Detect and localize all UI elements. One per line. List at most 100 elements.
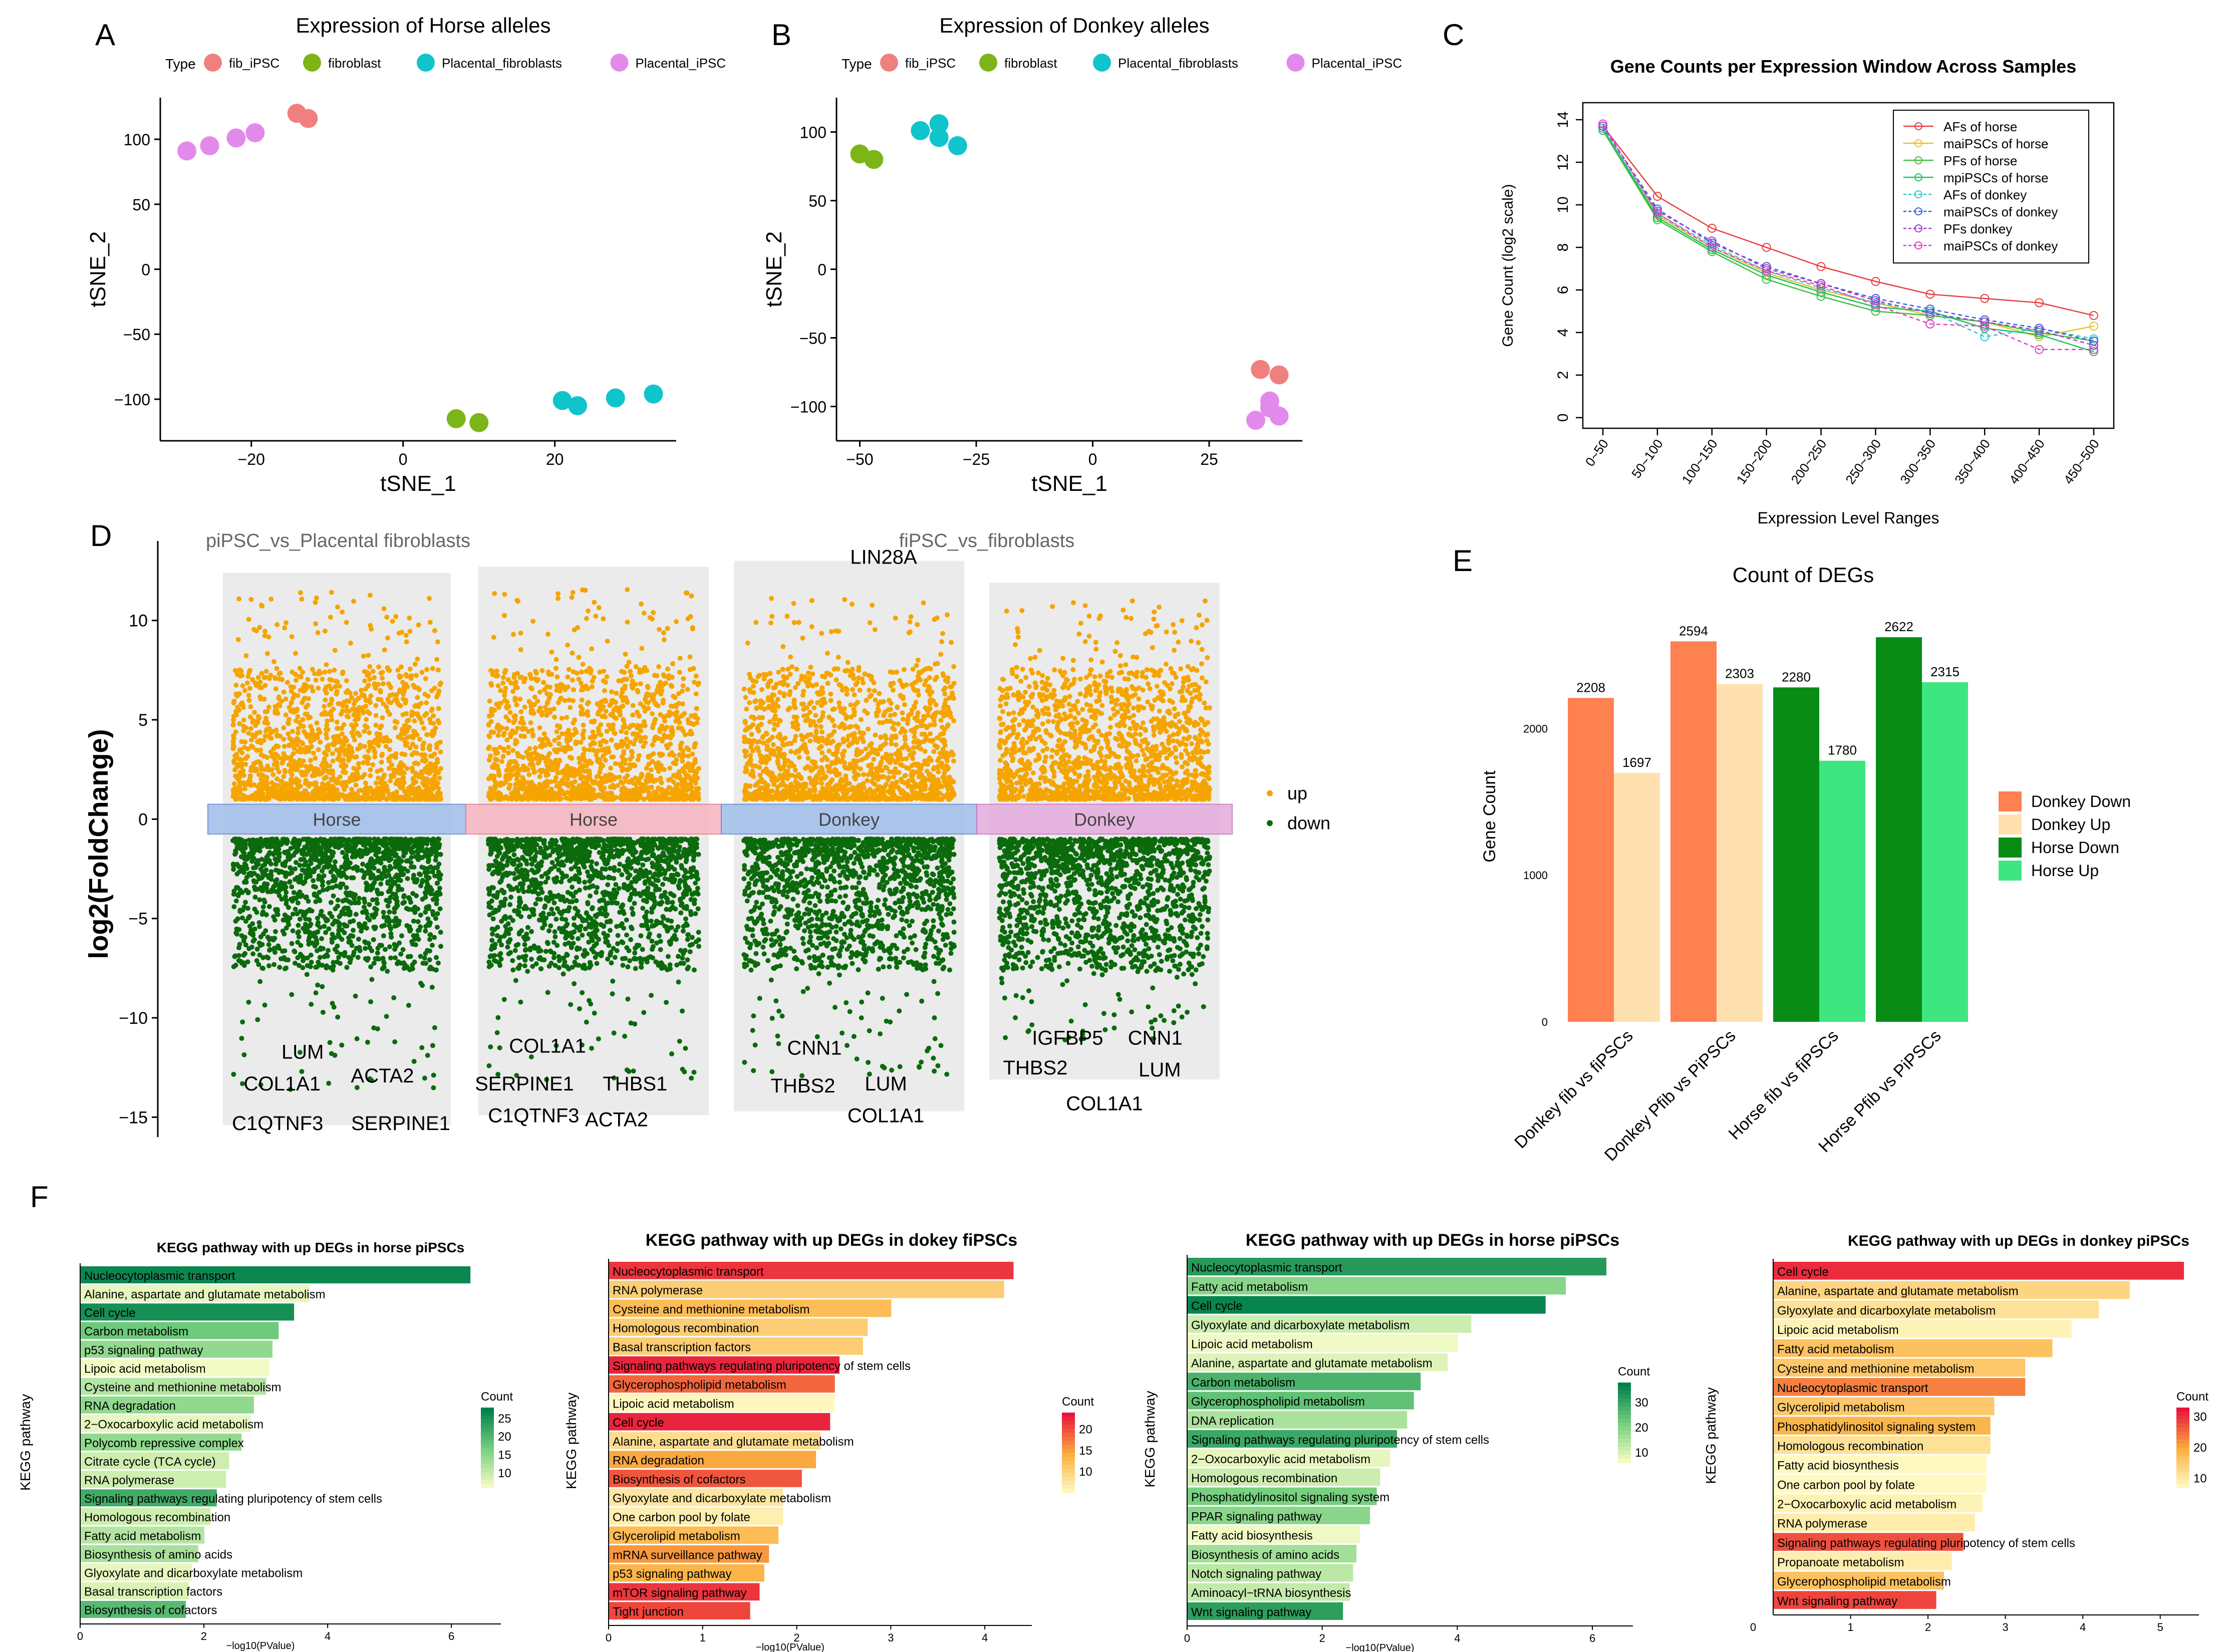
- up-point: [308, 715, 313, 720]
- up-point: [233, 682, 239, 688]
- down-point: [433, 865, 438, 871]
- up-point: [564, 737, 570, 742]
- up-point: [330, 783, 335, 789]
- up-point: [496, 728, 502, 733]
- up-point: [335, 725, 340, 731]
- up-point: [351, 599, 357, 604]
- up-point: [652, 673, 657, 678]
- down-point: [397, 940, 402, 946]
- up-point: [353, 698, 359, 703]
- up-point: [581, 751, 587, 757]
- up-point: [324, 722, 330, 728]
- up-point: [693, 691, 699, 697]
- up-point: [362, 744, 368, 749]
- up-point: [299, 596, 305, 602]
- down-point: [406, 1003, 411, 1008]
- series-marker-1: [1816, 285, 1826, 295]
- up-point: [268, 597, 274, 602]
- up-point: [528, 685, 533, 691]
- up-point: [411, 728, 416, 734]
- up-point: [246, 670, 252, 675]
- up-point: [656, 664, 662, 669]
- down-point: [280, 949, 286, 954]
- up-point: [433, 796, 438, 802]
- up-point: [625, 587, 630, 593]
- down-point: [309, 856, 315, 862]
- y-tick-label: 10: [129, 612, 148, 631]
- up-point: [375, 768, 380, 774]
- down-point: [233, 850, 238, 856]
- up-point: [680, 768, 686, 773]
- up-point: [274, 733, 279, 739]
- up-point: [276, 769, 282, 774]
- up-point: [297, 666, 303, 671]
- up-point: [360, 774, 365, 780]
- up-point: [591, 675, 597, 680]
- up-point: [367, 697, 372, 703]
- up-point: [548, 779, 554, 784]
- up-point: [695, 792, 700, 798]
- down-point: [319, 868, 325, 874]
- up-point: [340, 731, 345, 736]
- up-point: [609, 792, 615, 797]
- up-point: [364, 796, 369, 802]
- down-point: [322, 924, 327, 929]
- series-line-3: [1602, 128, 2094, 353]
- up-point: [611, 707, 617, 713]
- up-point: [334, 747, 340, 753]
- up-point: [487, 734, 492, 739]
- series-marker-6: [1980, 317, 1990, 327]
- down-point: [262, 1002, 267, 1008]
- down-point: [324, 952, 330, 958]
- down-point: [362, 900, 368, 905]
- up-point: [547, 692, 553, 697]
- up-point: [282, 743, 287, 749]
- up-point: [378, 688, 383, 693]
- down-point: [392, 947, 398, 952]
- up-point: [354, 722, 359, 727]
- up-point: [316, 767, 321, 772]
- up-point: [253, 790, 258, 796]
- up-point: [539, 668, 545, 673]
- down-point: [313, 884, 319, 890]
- down-point: [617, 862, 623, 867]
- up-point: [549, 792, 555, 798]
- up-point: [303, 763, 309, 769]
- up-point: [668, 703, 674, 709]
- up-point: [295, 767, 300, 772]
- up-point: [680, 728, 686, 734]
- up-point: [506, 704, 511, 709]
- up-point: [620, 768, 625, 773]
- y-tick-label: 0: [138, 810, 148, 829]
- up-point: [568, 746, 574, 751]
- up-point: [257, 625, 262, 630]
- down-point: [319, 936, 325, 941]
- up-point: [298, 783, 303, 789]
- down-point: [260, 909, 266, 915]
- down-point: [272, 879, 278, 884]
- up-point: [242, 745, 247, 750]
- legend-title: Type: [842, 56, 872, 72]
- down-point: [293, 960, 298, 966]
- up-point: [366, 653, 371, 658]
- down-point: [344, 965, 350, 970]
- up-point: [572, 773, 577, 779]
- up-point: [424, 711, 429, 716]
- series-line-4: [1602, 128, 2094, 340]
- up-point: [435, 667, 441, 673]
- up-point: [319, 795, 325, 801]
- y-tick-label: 4: [1555, 328, 1571, 337]
- up-point: [273, 686, 278, 692]
- up-point: [557, 796, 563, 802]
- down-point: [247, 914, 252, 919]
- gene-label: ACTA2: [351, 1065, 414, 1087]
- data-point-fib_ipsc: [1269, 365, 1289, 385]
- up-point: [361, 705, 366, 710]
- up-point: [351, 726, 357, 732]
- down-point: [363, 940, 369, 946]
- up-point: [261, 675, 267, 680]
- up-point: [257, 782, 262, 787]
- up-point: [370, 669, 376, 674]
- down-point: [339, 1042, 345, 1048]
- up-point: [515, 769, 521, 774]
